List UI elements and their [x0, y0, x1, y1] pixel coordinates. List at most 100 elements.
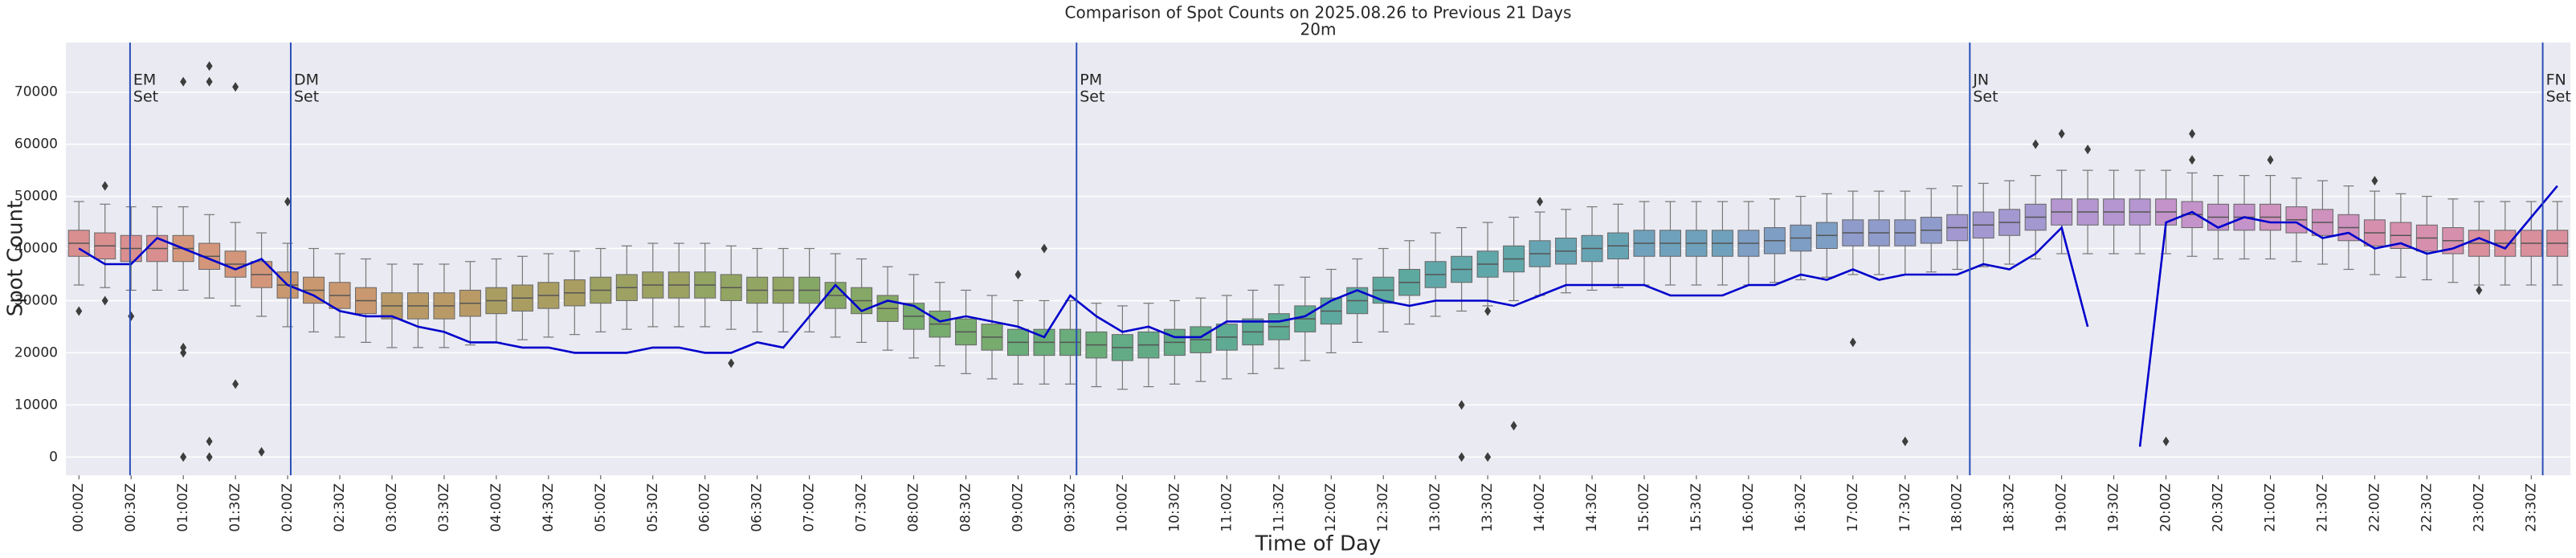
- box-group: [1451, 226, 1473, 312]
- box-group: [929, 282, 951, 367]
- x-tick-label: 06:00Z: [697, 483, 713, 532]
- marker-label: PM: [1080, 71, 1102, 89]
- outlier: [1458, 400, 1465, 410]
- x-tick-label: 10:30Z: [1166, 483, 1182, 532]
- y-tick-label: 0: [49, 449, 58, 465]
- box-group: [1503, 216, 1525, 302]
- box-group: [537, 253, 560, 338]
- box-group: [2024, 174, 2047, 260]
- x-tick-label: 20:00Z: [2158, 483, 2174, 532]
- x-tick-label: 04:30Z: [541, 483, 557, 532]
- x-tick-label: 11:00Z: [1219, 483, 1235, 532]
- box-group: [981, 295, 1003, 380]
- box-group: [1763, 198, 1786, 283]
- x-tick-label: 23:00Z: [2471, 483, 2487, 532]
- box-group: [772, 247, 794, 333]
- box-group: [1972, 182, 1994, 267]
- x-tick-label: 01:00Z: [175, 483, 191, 532]
- outlier: [284, 197, 292, 207]
- today-line: [78, 185, 2558, 447]
- box-group: [746, 247, 769, 333]
- x-tick-label: 09:00Z: [1010, 483, 1026, 532]
- x-tick-label: 18:00Z: [1949, 483, 1966, 532]
- outlier: [1458, 452, 1465, 462]
- box-group: [615, 245, 638, 330]
- box-group: [1998, 180, 2021, 265]
- box-group: [2051, 169, 2073, 255]
- outlier: [2267, 155, 2274, 165]
- x-tick-label: 04:00Z: [488, 483, 504, 532]
- x-tick-label: 14:30Z: [1584, 483, 1600, 532]
- chart-subtitle: 20m: [1300, 20, 1337, 39]
- x-tick-label: 14:00Z: [1532, 483, 1548, 532]
- outlier: [2189, 128, 2196, 139]
- x-tick-label: 02:30Z: [332, 483, 348, 532]
- box-group: [1737, 201, 1760, 286]
- box-group: [2076, 169, 2099, 255]
- box-group: [2129, 169, 2151, 255]
- outlier: [2084, 145, 2092, 155]
- x-tick-label: 10:00Z: [1114, 483, 1130, 532]
- box-group: [2520, 201, 2542, 286]
- x-tick-label: 22:30Z: [2419, 483, 2435, 532]
- x-tick-label: 06:30Z: [749, 483, 765, 532]
- box-group: [1320, 268, 1342, 353]
- y-tick-label: 20000: [14, 344, 58, 360]
- box-group: [1920, 188, 1942, 273]
- y-tick-label: 50000: [14, 189, 58, 205]
- box-group: [955, 289, 978, 374]
- box-group: [1815, 193, 1838, 278]
- x-tick-label: 09:30Z: [1062, 483, 1078, 532]
- x-tick-label: 17:30Z: [1897, 483, 1913, 532]
- x-tick-label: 12:00Z: [1323, 483, 1339, 532]
- box-group: [2363, 190, 2386, 275]
- box-group: [2285, 177, 2308, 263]
- box-group: [1894, 190, 1917, 275]
- marker-label: DM: [294, 71, 319, 89]
- x-tick-label: 19:30Z: [2106, 483, 2122, 532]
- x-tick-label: 23:30Z: [2523, 483, 2539, 532]
- box-group: [667, 242, 690, 328]
- box-group: [251, 232, 273, 317]
- box-group: [1946, 185, 1969, 271]
- box-group: [2546, 201, 2569, 286]
- box-group: [1111, 305, 1133, 390]
- x-tick-label: 00:30Z: [123, 483, 139, 532]
- x-tick-label: 05:00Z: [593, 483, 609, 532]
- x-tick-label: 07:00Z: [802, 483, 818, 532]
- x-tick-label: 13:00Z: [1427, 483, 1443, 532]
- x-tick-label: 12:30Z: [1375, 483, 1391, 532]
- box-group: [2337, 185, 2360, 271]
- box-group: [511, 255, 533, 340]
- box-group: [1424, 232, 1447, 317]
- x-tick-label: 18:30Z: [2002, 483, 2018, 532]
- box-group: [1842, 190, 1864, 275]
- outlier: [258, 446, 265, 457]
- y-tick-label: 10000: [14, 397, 58, 413]
- x-tick-label: 19:00Z: [2054, 483, 2070, 532]
- x-tick-label: 05:30Z: [645, 483, 661, 532]
- outlier: [206, 61, 213, 71]
- box-group: [1868, 190, 1890, 275]
- box-group: [2311, 180, 2333, 265]
- outlier: [101, 295, 108, 306]
- box-group: [824, 253, 847, 338]
- x-tick-label: 16:00Z: [1741, 483, 1757, 532]
- x-tick-label: 21:00Z: [2262, 483, 2278, 532]
- outlier: [1510, 421, 1517, 431]
- outlier: [232, 82, 239, 92]
- outlier: [206, 76, 213, 87]
- x-tick-label: 22:00Z: [2366, 483, 2382, 532]
- marker-label: Set: [294, 88, 319, 106]
- box-group: [1555, 209, 1578, 294]
- box-group: [694, 242, 716, 328]
- outlier: [2162, 436, 2170, 446]
- box-group: [798, 247, 821, 333]
- box-group: [720, 245, 742, 330]
- marker-label: Set: [133, 88, 158, 106]
- outlier: [1849, 337, 1856, 348]
- outlier: [1484, 306, 1492, 316]
- chart-title: Comparison of Spot Counts on 2025.08.26 …: [1065, 3, 1572, 22]
- box-group: [563, 250, 586, 336]
